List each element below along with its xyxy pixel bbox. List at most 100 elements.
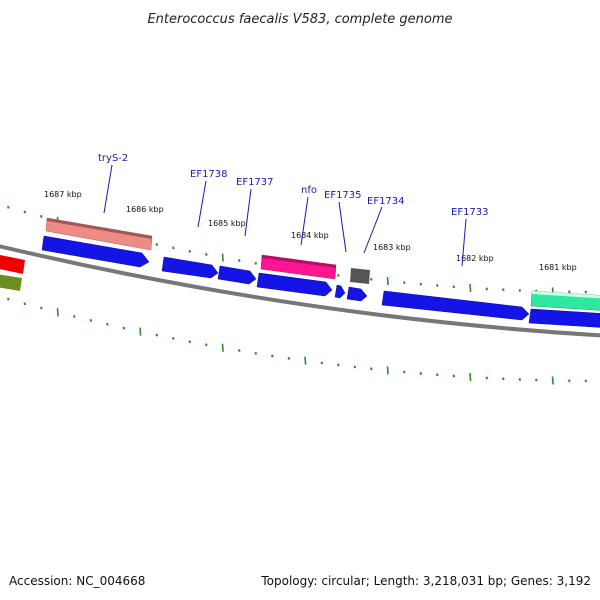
kbp-label: 1681 kbp <box>539 263 577 272</box>
minor-tick <box>419 282 423 286</box>
major-tick <box>139 327 142 336</box>
kbp-label: 1682 kbp <box>456 254 494 263</box>
minor-tick <box>188 340 192 344</box>
minor-tick <box>584 290 588 294</box>
minor-tick <box>568 379 571 383</box>
minor-tick <box>535 378 538 382</box>
kbp-label: 1683 kbp <box>373 243 411 252</box>
leader-line <box>338 201 347 253</box>
leader-line <box>461 218 467 267</box>
major-tick <box>221 253 224 262</box>
minor-tick <box>188 249 192 253</box>
cds-arrow-nfo <box>256 272 333 297</box>
minor-tick <box>518 378 522 381</box>
gene-label-group: tryS-2 EF1738 EF1737 nfo EF1735 EF1734 E… <box>98 153 489 218</box>
cds-arrow-right <box>528 308 600 328</box>
minor-tick <box>205 253 208 256</box>
inner-tick-track <box>7 297 588 385</box>
minor-tick <box>106 322 109 326</box>
minor-tick <box>452 374 456 378</box>
minor-tick <box>172 246 175 250</box>
cds-arrow-EF1737 <box>217 265 257 285</box>
cds-arrow-tryS-2 <box>41 235 150 268</box>
gene-label-EF1734: EF1734 <box>367 196 405 207</box>
major-tick <box>56 308 59 317</box>
accession-text: Accession: NC_004668 <box>9 574 146 588</box>
major-tick <box>551 376 554 385</box>
gene-label-EF1735: EF1735 <box>324 190 362 201</box>
gene-label-EF1737: EF1737 <box>236 177 274 188</box>
minor-tick <box>89 318 93 322</box>
minor-tick <box>370 367 373 371</box>
cds-arrow-EF1734 <box>346 286 368 302</box>
minor-tick <box>238 259 241 262</box>
minor-tick <box>502 377 505 381</box>
minor-tick <box>7 205 10 209</box>
kbp-label: 1687 kbp <box>44 190 82 199</box>
leader-line <box>244 188 252 237</box>
leader-line <box>197 180 207 228</box>
minor-tick <box>155 243 159 246</box>
leader-line <box>363 206 383 254</box>
cds-arrow-EF1738 <box>161 256 219 279</box>
kbp-label: 1684 kbp <box>291 231 329 240</box>
minor-tick <box>287 356 291 360</box>
trna-feature-top-edge <box>47 218 152 239</box>
minor-tick <box>518 288 522 292</box>
gene-label-tryS-2: tryS-2 <box>98 153 128 164</box>
minor-tick <box>436 373 439 377</box>
major-tick <box>386 277 389 286</box>
minor-tick <box>271 354 274 358</box>
gene-label-leaders <box>103 164 467 267</box>
major-tick <box>304 356 307 365</box>
minor-tick <box>337 363 340 367</box>
minor-tick <box>7 297 10 301</box>
gray-feature-EF1735 <box>350 268 370 284</box>
gene-label-EF1738: EF1738 <box>190 169 228 180</box>
minor-tick <box>238 349 241 353</box>
cds-track <box>41 235 600 328</box>
minor-tick <box>452 285 456 289</box>
major-tick <box>469 372 472 382</box>
outer-feature-track <box>0 217 600 311</box>
minor-tick <box>353 365 357 369</box>
minor-tick <box>155 333 159 337</box>
gene-label-EF1733: EF1733 <box>451 207 489 218</box>
rrna-feature-nfo <box>260 254 337 280</box>
minor-tick <box>23 210 27 214</box>
minor-tick <box>419 372 423 375</box>
map-title: Enterococcus faecalis V583, complete gen… <box>147 12 452 27</box>
major-tick <box>386 366 389 375</box>
minor-tick <box>254 261 258 265</box>
minor-tick <box>172 337 175 340</box>
gene-label-nfo: nfo <box>301 185 317 196</box>
cds-arrow-small <box>334 284 346 299</box>
rrna-feature-top-edge <box>262 255 336 268</box>
kbp-label-group: 1687 kbp 1686 kbp 1685 kbp 1684 kbp 1683… <box>44 190 577 272</box>
minor-tick <box>568 290 571 294</box>
minor-tick <box>40 306 43 310</box>
minor-tick <box>254 351 258 355</box>
minor-tick <box>403 281 406 285</box>
minor-tick <box>584 379 588 383</box>
minor-tick <box>205 343 208 347</box>
leader-line <box>300 196 309 246</box>
minor-tick <box>403 370 406 374</box>
olive-feature <box>0 274 22 291</box>
minor-tick <box>436 284 439 288</box>
minor-tick <box>485 287 489 291</box>
minor-tick <box>337 273 340 277</box>
major-tick <box>469 283 472 292</box>
cds-arrow-EF1733 <box>381 290 530 321</box>
minor-tick <box>122 326 126 330</box>
minor-tick <box>40 215 43 218</box>
kbp-label: 1686 kbp <box>126 205 164 214</box>
minor-tick <box>370 277 373 281</box>
minor-tick <box>485 376 489 380</box>
major-tick <box>221 343 224 352</box>
genome-backbone <box>0 244 600 338</box>
teal-feature-top-edge <box>532 291 600 299</box>
leader-line <box>103 164 113 214</box>
minor-tick <box>23 302 27 306</box>
